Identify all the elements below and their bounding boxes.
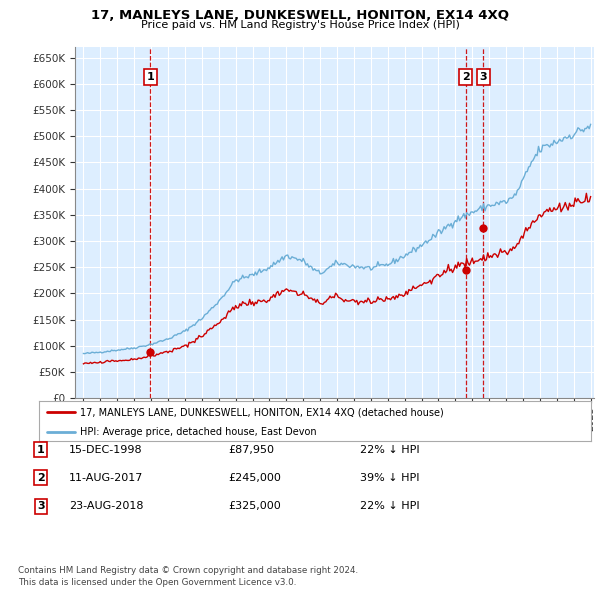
Text: £325,000: £325,000: [228, 502, 281, 511]
Text: £245,000: £245,000: [228, 473, 281, 483]
Text: £87,950: £87,950: [228, 445, 274, 454]
Text: 2: 2: [37, 473, 44, 483]
Text: 17, MANLEYS LANE, DUNKESWELL, HONITON, EX14 4XQ: 17, MANLEYS LANE, DUNKESWELL, HONITON, E…: [91, 9, 509, 22]
Text: Price paid vs. HM Land Registry's House Price Index (HPI): Price paid vs. HM Land Registry's House …: [140, 20, 460, 30]
Text: 1: 1: [146, 72, 154, 82]
Text: 2: 2: [462, 72, 470, 82]
Text: 15-DEC-1998: 15-DEC-1998: [69, 445, 143, 454]
Text: 23-AUG-2018: 23-AUG-2018: [69, 502, 143, 511]
Text: 22% ↓ HPI: 22% ↓ HPI: [360, 502, 419, 511]
Text: 1: 1: [37, 445, 44, 454]
Text: 3: 3: [37, 502, 44, 511]
Text: Contains HM Land Registry data © Crown copyright and database right 2024.
This d: Contains HM Land Registry data © Crown c…: [18, 566, 358, 587]
Text: 11-AUG-2017: 11-AUG-2017: [69, 473, 143, 483]
Text: 17, MANLEYS LANE, DUNKESWELL, HONITON, EX14 4XQ (detached house): 17, MANLEYS LANE, DUNKESWELL, HONITON, E…: [80, 407, 444, 417]
Text: 39% ↓ HPI: 39% ↓ HPI: [360, 473, 419, 483]
Text: 3: 3: [479, 72, 487, 82]
Text: 22% ↓ HPI: 22% ↓ HPI: [360, 445, 419, 454]
Text: HPI: Average price, detached house, East Devon: HPI: Average price, detached house, East…: [80, 427, 317, 437]
